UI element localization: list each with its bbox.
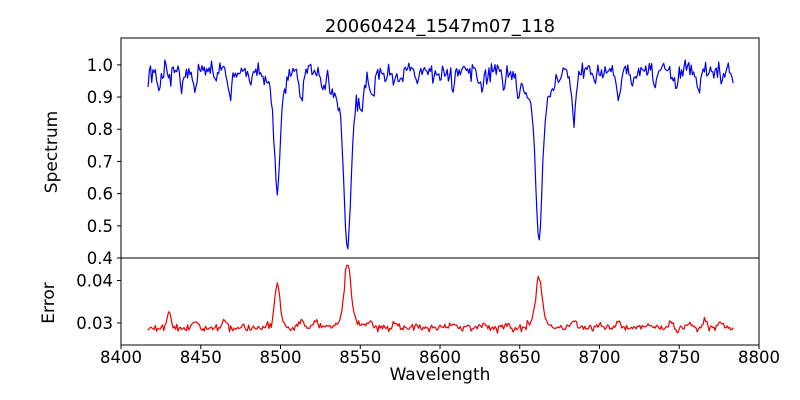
x-tick-label: 8450 <box>180 348 222 367</box>
x-tick-label: 8550 <box>339 348 381 367</box>
x-axis-label: Wavelength <box>390 365 491 385</box>
x-tick-label: 8700 <box>579 348 621 367</box>
spectrum-y-tick-label: 0.8 <box>87 120 113 139</box>
spectrum-line <box>147 59 734 250</box>
chart-title: 20060424_1547m07_118 <box>325 16 555 37</box>
spectrum-y-tick-label: 0.9 <box>87 88 113 107</box>
series-layer <box>147 59 734 334</box>
spectrum-panel-frame <box>120 37 760 259</box>
x-tick-label: 8500 <box>260 348 302 367</box>
error-y-axis-label: Error <box>39 282 59 323</box>
spectrum-y-tick-label: 1.0 <box>87 56 113 75</box>
x-tick-label: 8600 <box>419 348 461 367</box>
error-panel-frame <box>120 257 760 346</box>
spectrum-y-tick-label: 0.5 <box>87 217 113 236</box>
x-tick-label: 8750 <box>658 348 700 367</box>
spectrum-y-axis-label: Spectrum <box>42 111 62 193</box>
axes-layer: 8400 8450 8500 8550 8600 8650 8700 8750 8800 1.0 0… <box>76 37 780 367</box>
error-line <box>147 264 734 334</box>
spectrum-y-tick-label: 0.6 <box>87 185 113 204</box>
x-tick-label: 8800 <box>738 348 780 367</box>
x-tick-label: 8400 <box>100 348 142 367</box>
spectrum-y-tick-label: 0.7 <box>87 152 113 171</box>
error-y-tick-label: 0.03 <box>76 314 113 333</box>
x-tick-label: 8650 <box>499 348 541 367</box>
spectrum-y-tick-label: 0.4 <box>87 249 113 268</box>
error-y-tick-label: 0.04 <box>76 271 113 290</box>
